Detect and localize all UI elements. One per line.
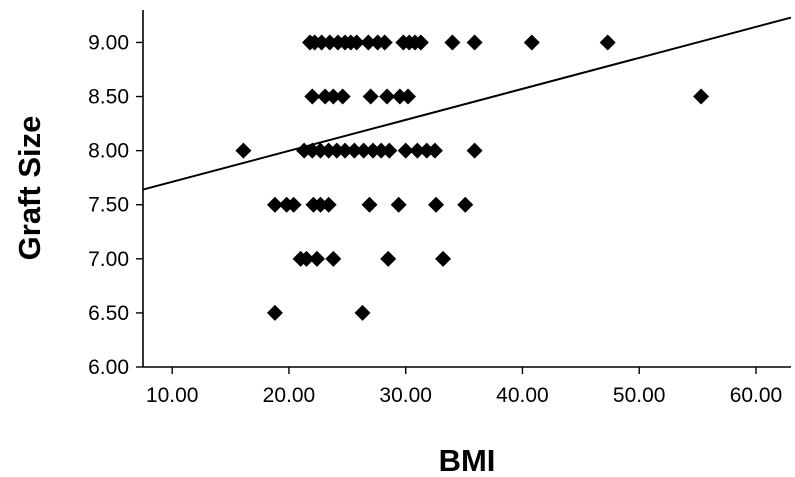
data-point bbox=[334, 88, 351, 105]
data-point bbox=[397, 142, 414, 159]
data-point bbox=[361, 196, 378, 213]
data-point bbox=[360, 34, 377, 51]
data-point bbox=[325, 250, 342, 267]
x-tick-label: 30.00 bbox=[379, 384, 432, 407]
data-point bbox=[321, 34, 338, 51]
data-point bbox=[312, 196, 329, 213]
x-tick-label: 40.00 bbox=[496, 384, 549, 407]
y-tick-label: 7.00 bbox=[88, 248, 129, 271]
data-point bbox=[348, 34, 365, 51]
data-point bbox=[409, 142, 426, 159]
data-point bbox=[599, 34, 616, 51]
data-point bbox=[376, 34, 393, 51]
data-point bbox=[304, 142, 321, 159]
data-point bbox=[466, 142, 483, 159]
data-point bbox=[298, 250, 315, 267]
y-axis-title: Graft Size bbox=[12, 116, 47, 261]
x-tick-label: 60.00 bbox=[730, 384, 783, 407]
y-tick-label: 8.50 bbox=[88, 86, 129, 109]
data-point bbox=[336, 142, 353, 159]
y-ticks: 6.00 6.50 7.00 7.50 8.00 8.50 9.00 bbox=[88, 31, 143, 379]
data-point bbox=[365, 142, 382, 159]
data-point bbox=[391, 88, 408, 105]
data-point bbox=[317, 88, 334, 105]
data-point bbox=[313, 34, 330, 51]
fit-line-group bbox=[142, 16, 792, 191]
data-point bbox=[328, 142, 345, 159]
data-point bbox=[312, 142, 329, 159]
data-point bbox=[308, 250, 325, 267]
data-point bbox=[693, 88, 710, 105]
data-point bbox=[266, 304, 283, 321]
data-point bbox=[379, 88, 396, 105]
x-tick-label: 50.00 bbox=[613, 384, 666, 407]
data-point bbox=[325, 88, 342, 105]
data-point bbox=[435, 250, 452, 267]
data-point bbox=[412, 34, 429, 51]
data-point bbox=[355, 142, 372, 159]
data-point bbox=[296, 142, 313, 159]
data-point bbox=[381, 142, 398, 159]
data-point bbox=[428, 196, 445, 213]
data-point bbox=[304, 88, 321, 105]
data-points bbox=[235, 34, 710, 321]
data-point bbox=[418, 142, 435, 159]
y-tick-label: 9.00 bbox=[88, 31, 129, 54]
data-point bbox=[235, 142, 252, 159]
y-tick-label: 6.50 bbox=[88, 302, 129, 325]
data-point bbox=[373, 142, 390, 159]
y-tick-label: 6.00 bbox=[88, 356, 129, 379]
data-point bbox=[444, 34, 461, 51]
data-point bbox=[457, 196, 474, 213]
data-point bbox=[380, 250, 397, 267]
data-point bbox=[320, 142, 337, 159]
y-tick-label: 7.50 bbox=[88, 194, 129, 217]
y-tick-label: 8.00 bbox=[88, 140, 129, 163]
x-tick-label: 20.00 bbox=[263, 384, 316, 407]
axes bbox=[142, 10, 791, 368]
data-point bbox=[285, 196, 302, 213]
data-point bbox=[320, 196, 337, 213]
data-point bbox=[523, 34, 540, 51]
data-point bbox=[362, 88, 379, 105]
data-point bbox=[346, 142, 363, 159]
data-point bbox=[354, 304, 371, 321]
regression-line bbox=[142, 16, 792, 191]
data-point bbox=[426, 142, 443, 159]
x-axis-title: BMI bbox=[439, 443, 496, 477]
x-ticks: 10.00 20.00 30.00 40.00 50.00 60.00 bbox=[146, 367, 782, 407]
data-point bbox=[266, 196, 283, 213]
data-point bbox=[400, 88, 417, 105]
data-point bbox=[466, 34, 483, 51]
data-point bbox=[390, 196, 407, 213]
x-tick-label: 10.00 bbox=[146, 384, 199, 407]
